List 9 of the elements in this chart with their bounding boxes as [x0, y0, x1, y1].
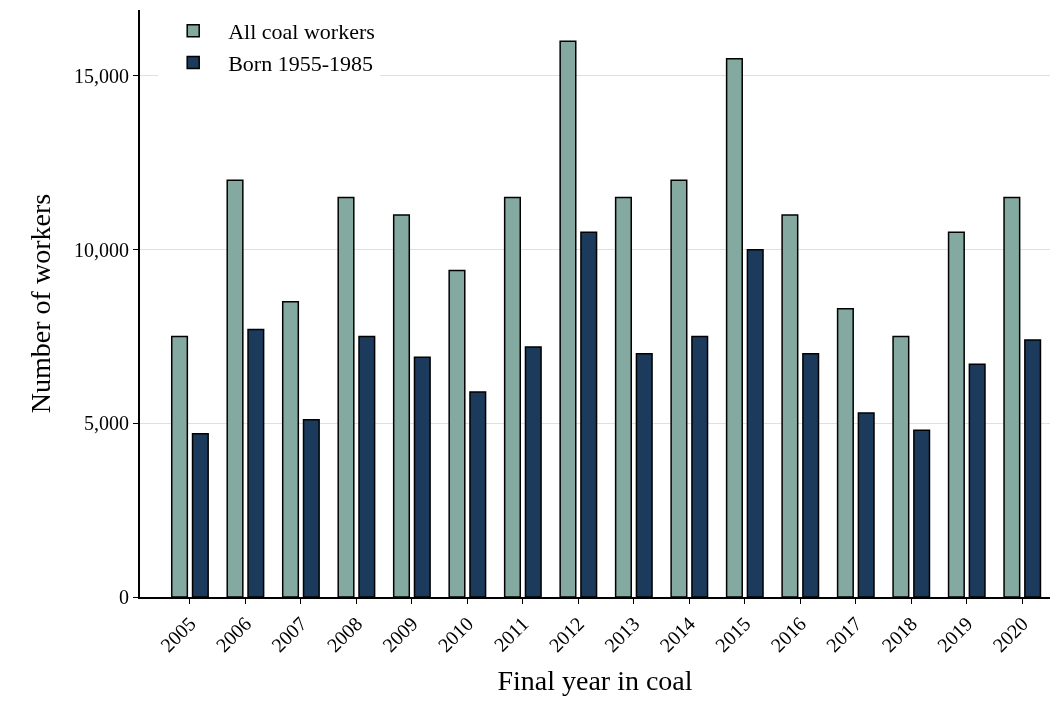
y-tick-label: 10,000: [74, 238, 129, 261]
legend-label: Born 1955-1985: [228, 50, 374, 76]
y-tick-label: 0: [119, 586, 129, 608]
y-tick-label: 15,000: [74, 64, 129, 87]
y-tick-label: 5,000: [84, 412, 129, 435]
x-tick-label: 2011: [489, 612, 533, 656]
x-axis-title: Final year in coal: [497, 664, 693, 696]
y-axis-title: Number of workers: [25, 193, 57, 414]
legend-label: All coal workers: [228, 19, 375, 45]
